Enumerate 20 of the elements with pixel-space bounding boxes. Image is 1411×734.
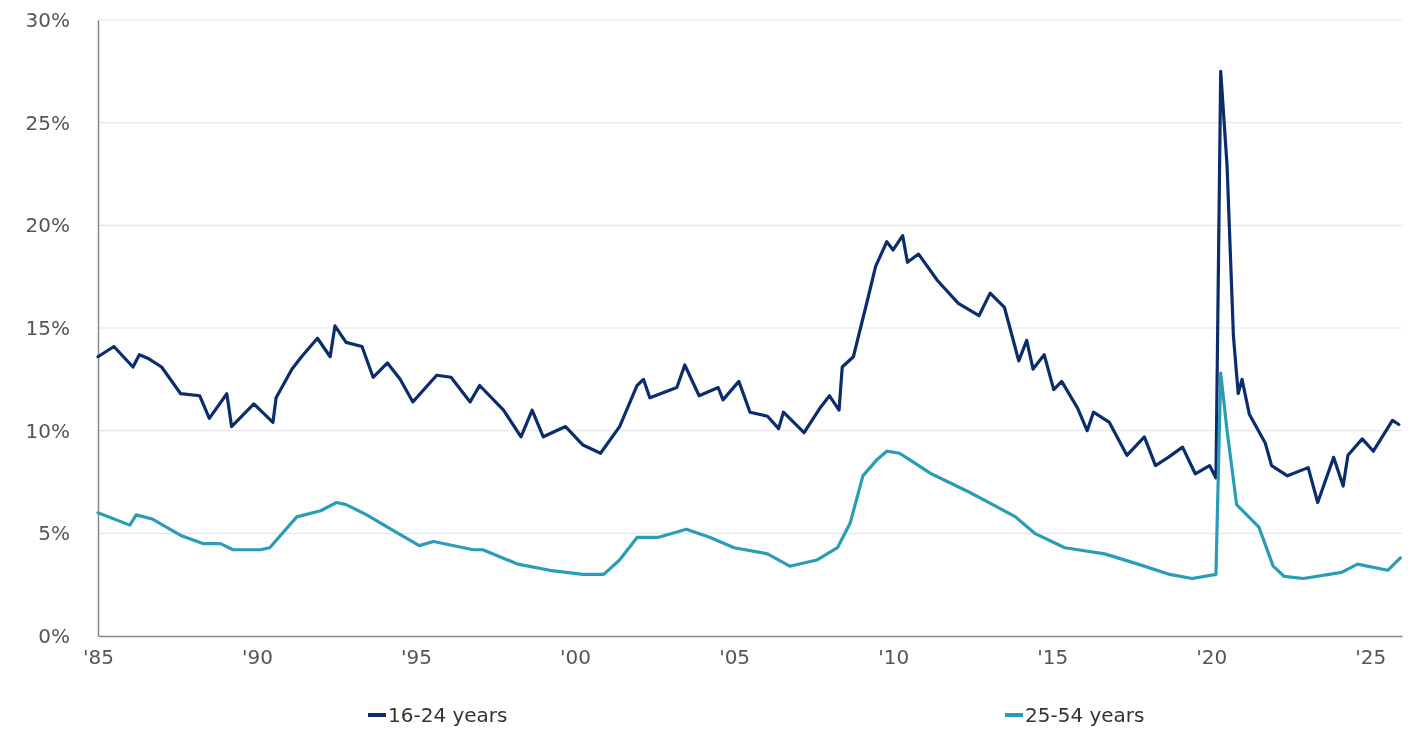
x-tick-label: '85 <box>83 645 114 670</box>
y-tick-label: 25% <box>25 110 70 135</box>
y-tick-label: 0% <box>38 623 70 648</box>
x-tick-label: '00 <box>560 645 592 670</box>
y-tick-label: 10% <box>25 418 70 443</box>
line-series <box>96 371 1403 581</box>
x-tick-label: '10 <box>878 645 910 670</box>
legend-label: 16-24 years <box>388 703 508 727</box>
y-tick-label: 20% <box>25 213 70 238</box>
line-series <box>96 69 1401 505</box>
y-tick-label: 5% <box>38 521 70 546</box>
x-tick-label: '20 <box>1196 645 1228 670</box>
x-tick-label: '05 <box>719 645 751 670</box>
legend-label: 25-54 years <box>1025 703 1145 727</box>
x-tick-label: '15 <box>1037 645 1069 670</box>
x-tick-label: '90 <box>242 645 273 670</box>
x-tick-label: '25 <box>1355 645 1387 670</box>
y-tick-label: 15% <box>25 315 70 340</box>
y-tick-label: 30% <box>25 7 70 32</box>
x-tick-label: '95 <box>401 645 433 670</box>
